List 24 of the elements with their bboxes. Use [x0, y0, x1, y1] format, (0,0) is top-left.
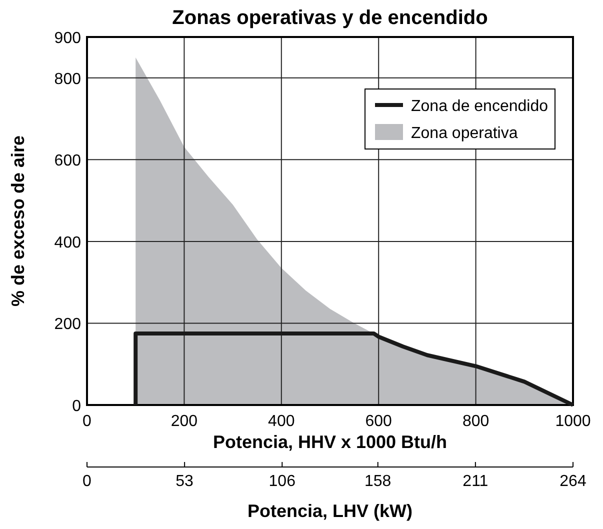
y-tick-label: 200	[54, 316, 82, 334]
legend-label: Zona operativa	[411, 125, 518, 142]
y-tick-label: 0	[72, 398, 82, 415]
chart-title: Zonas operativas y de encendido	[172, 7, 488, 29]
x-tick-label: 200	[170, 413, 198, 430]
x2-axis-title: Potencia, LHV (kW)	[247, 501, 413, 521]
x-tick-label: 800	[462, 413, 490, 430]
y-tick-label: 800	[54, 70, 82, 88]
y-tick-label: 400	[54, 234, 82, 252]
x-tick-label: 1000	[555, 413, 591, 430]
x2-tick-label: 264	[560, 473, 586, 490]
y-tick-label: 600	[54, 152, 82, 170]
x2-tick-label: 211	[462, 473, 488, 490]
x-tick-label: 600	[365, 413, 392, 430]
legend-label: Zona de encendido	[411, 98, 548, 115]
x2-tick-label: 53	[176, 473, 194, 490]
x2-tick-label: 158	[364, 473, 392, 490]
y-tick-label: 900	[54, 30, 82, 47]
x2-tick-label: 0	[82, 473, 92, 490]
x2-tick-label: 106	[268, 473, 296, 490]
x-axis-title: Potencia, HHV x 1000 Btu/h	[212, 432, 448, 452]
x-tick-label: 400	[268, 413, 295, 430]
x-tick-label: 0	[82, 413, 92, 430]
y-axis-title: % de exceso de aire	[8, 135, 28, 307]
